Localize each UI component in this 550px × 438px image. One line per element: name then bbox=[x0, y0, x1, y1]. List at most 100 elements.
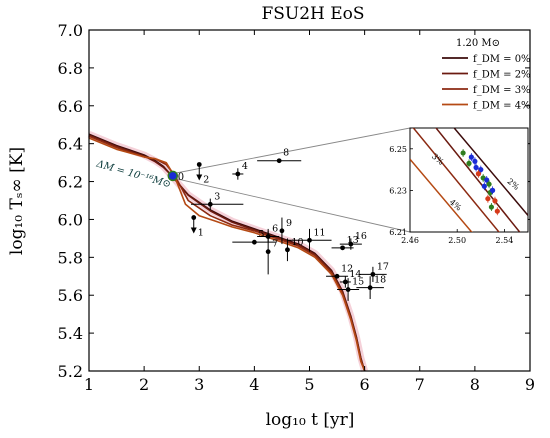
inset-series-line bbox=[453, 128, 528, 216]
observation-label: 7 bbox=[272, 239, 278, 250]
observation: 15 bbox=[337, 277, 364, 301]
observation-label: 8 bbox=[283, 148, 289, 159]
legend-entry: f_DM = 0% bbox=[473, 54, 531, 65]
x-tick-label: 5 bbox=[304, 375, 314, 394]
observation-label: 18 bbox=[374, 275, 386, 286]
observation-point bbox=[340, 245, 345, 251]
observation: 1 bbox=[190, 215, 204, 239]
observation: 5 bbox=[232, 229, 277, 245]
y-tick-label: 5.6 bbox=[58, 286, 83, 305]
observation: 17 bbox=[359, 261, 389, 282]
observation-point bbox=[342, 279, 348, 285]
observation-point bbox=[235, 171, 241, 177]
inset-point bbox=[485, 196, 491, 202]
observation-point bbox=[196, 162, 202, 167]
observation: 8 bbox=[257, 148, 302, 164]
y-tick-label: 6.8 bbox=[58, 59, 83, 78]
zoom-line-top bbox=[176, 127, 411, 174]
legend-entry: f_DM = 2% bbox=[473, 70, 531, 81]
observation-label: 5 bbox=[258, 229, 264, 240]
inset-point bbox=[460, 150, 466, 156]
cooling-curves bbox=[87, 130, 368, 372]
inset-x-tick-label: 2.46 bbox=[401, 236, 419, 245]
origin-marker bbox=[167, 170, 179, 182]
series-line bbox=[88, 137, 366, 372]
inset-point bbox=[492, 198, 498, 204]
upper-limit-head bbox=[196, 174, 203, 181]
axes: 1 2 3 4 5 6 7 8 95.25.45.65.86.06.26.46.66.87.0 bbox=[58, 21, 536, 394]
observation-label: 16 bbox=[355, 231, 367, 242]
observation-label: 13 bbox=[347, 235, 359, 246]
inset-x-tick-label: 2.54 bbox=[495, 236, 513, 245]
observation-point bbox=[345, 287, 351, 292]
x-tick-label: 3 bbox=[194, 375, 204, 394]
x-axis-label: log₁₀ t [yr] bbox=[266, 410, 355, 430]
observation-point bbox=[285, 247, 290, 253]
inset-point bbox=[488, 204, 495, 210]
inset-y-tick-label: 6.25 bbox=[389, 145, 407, 154]
legend: 1.20 M⊙ f_DM = 0% f_DM = 2% f_DM = 3% f_DM … bbox=[442, 38, 531, 112]
observation-label: 4 bbox=[242, 161, 248, 172]
inset-point bbox=[484, 177, 490, 183]
y-tick-label: 7.0 bbox=[58, 21, 83, 40]
observation-label: 14 bbox=[349, 269, 361, 280]
x-tick-label: 2 bbox=[139, 375, 149, 394]
observation: 11 bbox=[287, 227, 332, 252]
x-tick-label: 8 bbox=[470, 375, 480, 394]
observation: 4 bbox=[232, 161, 248, 180]
observation-point bbox=[367, 285, 373, 291]
observation-label: 2 bbox=[203, 175, 209, 186]
inset-point bbox=[486, 181, 492, 187]
inset-point bbox=[472, 158, 478, 164]
observation-point bbox=[265, 249, 271, 255]
observation: 13 bbox=[331, 235, 359, 251]
inset-series-line bbox=[435, 128, 521, 232]
chart-title: FSU2H EoS bbox=[261, 4, 364, 24]
observation: 16 bbox=[339, 231, 367, 250]
observation-point bbox=[334, 273, 340, 279]
observation-point bbox=[370, 271, 376, 277]
y-tick-label: 6.6 bbox=[58, 97, 83, 116]
inset-point bbox=[468, 154, 474, 160]
inset-point bbox=[494, 208, 500, 214]
observation-point bbox=[348, 241, 354, 247]
observation: 14 bbox=[339, 269, 361, 288]
observation-label: 1 bbox=[198, 228, 204, 239]
observation: 18 bbox=[356, 275, 386, 300]
observation-point bbox=[279, 228, 285, 234]
observation: 2 bbox=[196, 162, 209, 186]
inset-point bbox=[490, 187, 496, 193]
observation-point bbox=[191, 215, 197, 220]
x-tick-label: 7 bbox=[415, 375, 425, 394]
upper-limit-head bbox=[190, 227, 197, 234]
observation-point bbox=[276, 158, 282, 164]
observation-label: 6 bbox=[272, 223, 278, 234]
inset-y-tick-label: 6.23 bbox=[389, 186, 407, 195]
observation-label: 15 bbox=[352, 277, 364, 288]
legend-entry: f_DM = 4% bbox=[473, 101, 531, 112]
observation-point bbox=[251, 239, 257, 245]
inset-point bbox=[478, 167, 484, 173]
x-tick-label: 9 bbox=[525, 375, 535, 394]
y-tick-label: 6.0 bbox=[58, 210, 83, 229]
observation: 12 bbox=[326, 263, 353, 279]
observation-label: 10 bbox=[291, 237, 303, 248]
inset-series-line bbox=[410, 158, 473, 232]
observation: 9 bbox=[279, 217, 292, 245]
observation: 10 bbox=[285, 237, 304, 262]
y-tick-label: 5.8 bbox=[58, 248, 83, 267]
inset-point bbox=[475, 171, 482, 177]
y-axis-label: log₁₀ Tₛ∞ [K] bbox=[7, 147, 27, 255]
inset-x-tick-label: 2.50 bbox=[448, 236, 466, 245]
observation-label: 17 bbox=[377, 261, 389, 272]
inset-point bbox=[481, 183, 487, 189]
x-tick-label: 4 bbox=[249, 375, 259, 394]
inset-point bbox=[466, 160, 472, 166]
legend-header: 1.20 M⊙ bbox=[456, 38, 500, 49]
observation: 3 bbox=[190, 191, 244, 210]
observation-label: 12 bbox=[341, 263, 353, 274]
y-tick-label: 6.4 bbox=[58, 135, 83, 154]
observation-label: 9 bbox=[286, 218, 292, 229]
